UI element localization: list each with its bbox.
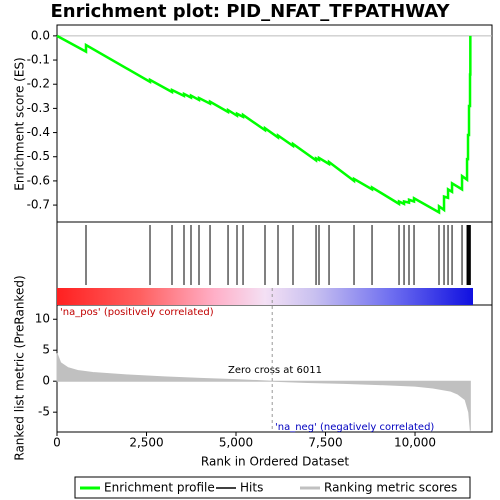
x-tick-label: 5,000 xyxy=(219,436,253,450)
metric-area xyxy=(56,353,471,431)
legend xyxy=(74,476,471,499)
x-tick-label: 10,000 xyxy=(394,436,436,450)
y-axis-label: Enrichment score (ES) xyxy=(13,57,27,190)
x-tick-label: 7,500 xyxy=(308,436,342,450)
legend-label: Ranking metric scores xyxy=(324,481,457,495)
legend-label: Hits xyxy=(240,481,263,495)
x-axis-label: Rank in Ordered Dataset xyxy=(201,455,349,469)
color-bar xyxy=(57,288,473,305)
y-tick-label: -0.2 xyxy=(27,77,50,91)
y-axis-label: Ranked list metric (PreRanked) xyxy=(13,275,27,460)
y-tick-label: -0.6 xyxy=(27,173,50,187)
annotation: 'na_pos' (positively correlated) xyxy=(60,307,214,318)
y-tick-label: 0 xyxy=(42,374,50,388)
annotation: 'na_neg' (negatively correlated) xyxy=(275,422,434,433)
y-tick-label: -0.1 xyxy=(27,53,50,67)
y-tick-label: -0.5 xyxy=(27,149,50,163)
annotation: Zero cross at 6011 xyxy=(228,365,322,376)
y-tick-label: -0.4 xyxy=(27,125,50,139)
x-tick-label: 0 xyxy=(53,436,61,450)
y-tick-label: 5 xyxy=(42,343,50,357)
chart-title: Enrichment plot: PID_NFAT_TFPATHWAY xyxy=(51,1,451,22)
es-line xyxy=(56,34,472,215)
y-tick-label: 10 xyxy=(35,312,50,326)
y-tick-label: -0.7 xyxy=(27,198,50,212)
y-tick-label: -5 xyxy=(38,405,50,419)
frame xyxy=(56,24,493,433)
legend-label: Enrichment profile xyxy=(104,481,215,495)
x-tick-label: 2,500 xyxy=(129,436,163,450)
y-tick-label: -0.3 xyxy=(27,101,50,115)
y-tick-label: 0.0 xyxy=(31,28,50,42)
